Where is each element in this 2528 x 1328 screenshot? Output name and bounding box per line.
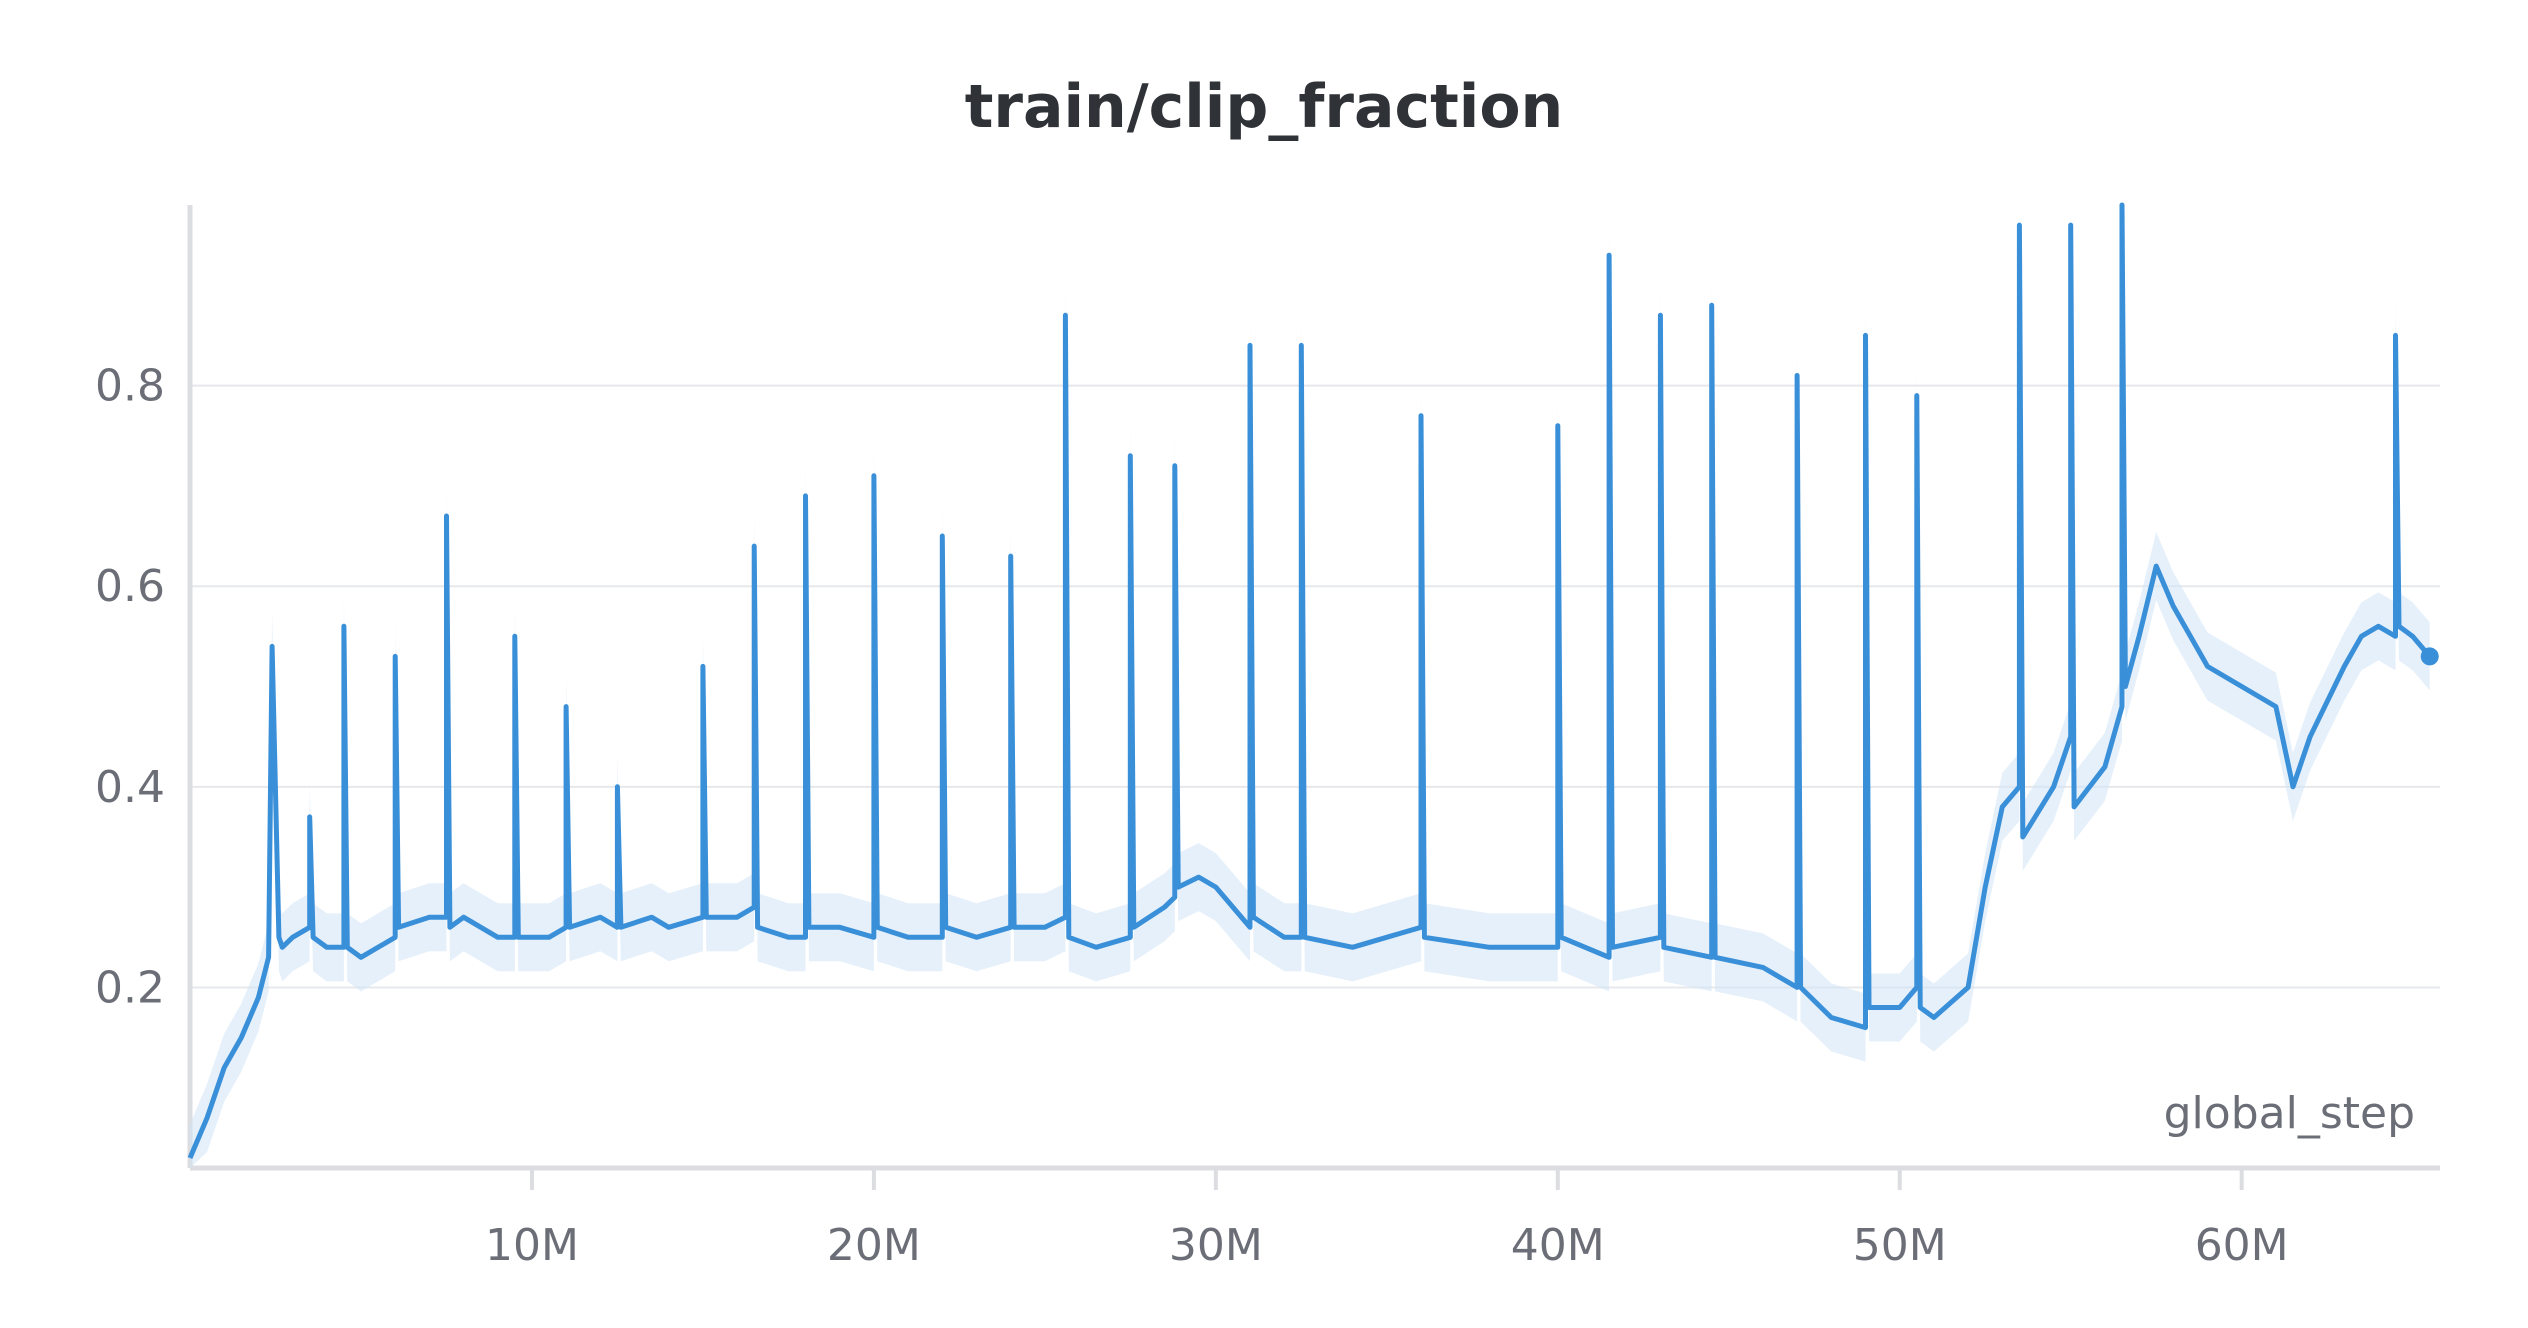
y-tick-label: 0.6 bbox=[95, 561, 165, 612]
x-tick-label: 10M bbox=[485, 1220, 579, 1271]
y-tick-label: 0.2 bbox=[95, 962, 165, 1013]
x-tick-label: 40M bbox=[1511, 1220, 1605, 1271]
y-tick-label: 0.8 bbox=[95, 361, 165, 412]
x-tick-label: 60M bbox=[2195, 1220, 2289, 1271]
x-tick-label: 30M bbox=[1169, 1220, 1263, 1271]
x-axis-label: global_step bbox=[2164, 1088, 2415, 1139]
y-tick-label: 0.4 bbox=[95, 762, 165, 813]
chart-title: train/clip_fraction bbox=[964, 72, 1564, 142]
x-tick-label: 50M bbox=[1853, 1220, 1947, 1271]
series-end-point bbox=[2420, 647, 2439, 666]
series-line bbox=[187, 202, 2432, 1159]
x-tick-label: 20M bbox=[827, 1220, 921, 1271]
series-band bbox=[190, 205, 2430, 1168]
